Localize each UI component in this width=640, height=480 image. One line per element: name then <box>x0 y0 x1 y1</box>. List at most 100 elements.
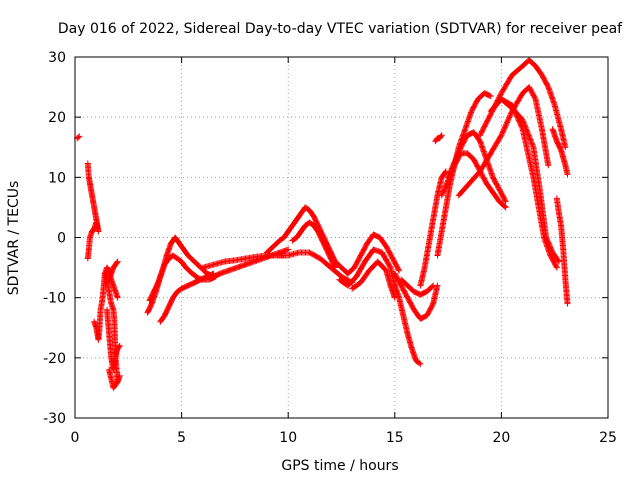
data-point-marker <box>445 174 452 181</box>
data-point-marker <box>526 135 533 142</box>
data-point-marker <box>555 258 562 265</box>
data-point-marker <box>545 239 552 246</box>
data-point-marker <box>449 164 456 171</box>
data-point-marker <box>395 266 402 273</box>
data-point-marker <box>498 130 505 137</box>
series-arc-p <box>274 249 356 286</box>
data-point-marker <box>529 141 536 148</box>
series-arc-k <box>157 270 217 325</box>
data-point-marker <box>441 184 448 191</box>
data-point-marker <box>499 129 506 136</box>
series-arc-ae <box>498 96 562 265</box>
data-point-marker <box>528 139 535 146</box>
data-point-marker <box>502 198 509 205</box>
data-point-marker <box>524 128 531 135</box>
series-arc-b <box>84 160 102 235</box>
x-tick-label: 25 <box>599 430 617 446</box>
data-point-marker <box>487 93 494 100</box>
y-tick-label: 30 <box>48 50 66 66</box>
series-arc-ag <box>553 195 571 307</box>
x-tick-label: 20 <box>492 430 510 446</box>
data-point-marker <box>116 343 123 350</box>
series-arc-a <box>74 133 83 142</box>
data-point-marker <box>529 142 536 149</box>
data-point-marker <box>523 127 530 134</box>
data-point-marker <box>429 283 436 290</box>
series-arc-h <box>103 258 121 286</box>
series-arc-v <box>398 276 437 298</box>
series-arc-ab <box>455 84 552 199</box>
data-point-marker <box>445 173 452 180</box>
data-point-marker <box>440 188 447 195</box>
data-point-marker <box>416 360 423 367</box>
data-point-marker <box>524 130 531 137</box>
data-point-marker <box>521 121 528 128</box>
data-point-marker <box>564 171 571 178</box>
data-point-marker <box>443 181 450 188</box>
y-tick-label: 10 <box>48 170 66 186</box>
data-point-marker <box>450 161 457 168</box>
data-point-marker <box>444 179 451 186</box>
data-point-marker <box>528 140 535 147</box>
data-point-marker <box>531 94 538 101</box>
series-arc-c <box>84 219 101 262</box>
data-point-marker <box>447 169 454 176</box>
x-tick-label: 5 <box>177 430 186 446</box>
data-point-marker <box>553 263 560 270</box>
y-tick-label: -30 <box>43 411 66 427</box>
series-arc-aa <box>445 129 509 205</box>
data-point-marker <box>521 122 528 129</box>
x-axis-label: GPS time / hours <box>281 458 398 474</box>
data-point-marker <box>520 118 527 125</box>
data-point-marker <box>442 183 449 190</box>
data-point-marker <box>442 182 449 189</box>
data-point-marker <box>505 115 512 122</box>
data-point-marker <box>417 360 424 367</box>
data-point-marker <box>525 131 532 138</box>
y-tick-label: 20 <box>48 110 66 126</box>
data-point-marker <box>75 134 82 141</box>
series-arc-f <box>103 306 123 373</box>
grid <box>75 57 608 418</box>
series-arc-q <box>332 231 403 277</box>
series-arc-t <box>391 282 424 367</box>
data-point-marker <box>507 111 514 118</box>
data-point-marker <box>548 247 555 254</box>
data-point-marker <box>506 114 513 121</box>
data-point-marker <box>545 162 552 169</box>
data-point-marker <box>440 187 447 194</box>
data-point-marker <box>501 203 508 210</box>
data-point-marker <box>502 123 509 130</box>
data-point-marker <box>448 166 455 173</box>
y-axis-label: SDTVAR / TECUs <box>6 181 22 296</box>
series-arc-w <box>417 168 449 289</box>
data-point-marker <box>114 294 121 301</box>
data-point-marker <box>522 123 529 130</box>
data-point-marker <box>522 124 529 131</box>
data-point-marker <box>501 125 508 132</box>
data-point-marker <box>498 132 505 139</box>
data-point-marker <box>502 122 509 129</box>
axis-ticks: 0 5 10 15 20 25 -30 -20 -10 0 10 20 30 <box>43 50 617 446</box>
data-point-marker <box>544 238 551 245</box>
data-point-marker <box>526 133 533 140</box>
data-point-marker <box>209 271 216 278</box>
data-point-marker <box>439 191 446 198</box>
data-point-marker <box>555 257 562 264</box>
data-point-marker <box>451 159 458 166</box>
data-point-marker <box>564 300 571 307</box>
series-arc-u <box>391 270 441 322</box>
data-point-marker <box>76 133 83 140</box>
data-point-marker <box>500 128 507 135</box>
data-point-marker <box>553 264 560 271</box>
data-point-marker <box>519 117 526 124</box>
data-point-marker <box>446 171 453 178</box>
data-point-marker <box>95 228 102 235</box>
data-point-marker <box>94 225 101 232</box>
data-point-marker <box>210 270 217 277</box>
data-point-marker <box>454 151 461 158</box>
data-point-marker <box>438 132 445 139</box>
data-point-marker <box>116 342 123 349</box>
data-point-marker <box>285 246 292 253</box>
